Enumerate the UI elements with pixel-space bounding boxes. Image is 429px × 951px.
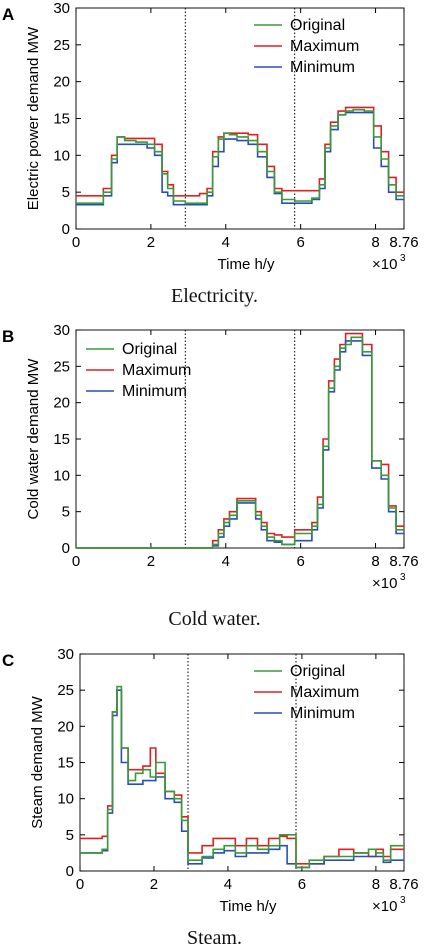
caption-cold-water: Cold water. — [168, 608, 261, 630]
x-tick-label: 0 — [76, 876, 84, 893]
y-tick-label: 25 — [53, 358, 70, 375]
x-tick-label: 4 — [224, 876, 232, 893]
x-tick-label: 8 — [371, 234, 379, 251]
x-axis-multiplier: ×10 — [372, 575, 397, 592]
y-tick-label: 20 — [53, 395, 70, 412]
x-tick-label: 6 — [296, 234, 304, 251]
x-axis-multiplier: ×10 — [372, 898, 397, 915]
y-tick-label: 30 — [53, 0, 70, 17]
y-tick-label: 10 — [53, 147, 70, 164]
chart-cold-water: B 0 5 10 15 20 25 30 0 2 4 6 8 8.76 Original Maximum Min… — [2, 322, 419, 592]
x-axis-multiplier-exponent: 3 — [400, 572, 406, 583]
y-tick-label: 20 — [57, 718, 74, 735]
y-tick-label: 25 — [57, 682, 74, 699]
x-tick-label: 4 — [222, 553, 230, 570]
legend-label-maximum: Maximum — [290, 684, 359, 701]
x-tick-label: 4 — [222, 234, 230, 251]
x-tick-label: 0 — [72, 234, 80, 251]
y-tick-label: 0 — [62, 540, 70, 557]
panel-letter-c: C — [2, 651, 14, 670]
y-tick-label: 5 — [62, 504, 70, 521]
x-tick-label: 8 — [372, 876, 380, 893]
legend-label-original: Original — [290, 17, 345, 34]
series-line-maximum — [76, 106, 404, 197]
legend-label-minimum: Minimum — [122, 383, 187, 400]
x-tick-label: 2 — [150, 876, 158, 893]
y-tick-label: 30 — [53, 322, 70, 339]
chart-steam: C 0 5 10 15 20 25 30 0 2 4 6 8 8.76 Original Maximum Min… — [2, 646, 419, 915]
legend-label-minimum: Minimum — [290, 705, 355, 722]
x-tick-label: 8 — [371, 553, 379, 570]
y-tick-label: 5 — [62, 184, 70, 201]
series-line-original — [76, 336, 404, 549]
panel-electricity: A 0 5 10 15 20 25 30 0 2 4 6 8 8.76 Original Maximum Min… — [0, 0, 429, 320]
y-axis-label: Steam demand MW — [29, 695, 46, 828]
x-tick-label: 8.76 — [389, 876, 418, 893]
y-axis-label: Electric power demand MW — [25, 26, 42, 210]
x-axis-multiplier-exponent: 3 — [400, 895, 406, 906]
y-axis-label: Cold water demand MW — [25, 358, 42, 520]
legend-label-original: Original — [122, 341, 177, 358]
legend-label-original: Original — [290, 663, 345, 680]
panel-letter-b: B — [2, 327, 14, 346]
legend-label-minimum: Minimum — [290, 59, 355, 76]
panel-steam: C 0 5 10 15 20 25 30 0 2 4 6 8 8.76 Original Maximum Min… — [0, 640, 429, 940]
series-line-original — [76, 108, 404, 204]
y-tick-label: 10 — [53, 467, 70, 484]
y-tick-label: 10 — [57, 791, 74, 808]
x-tick-label: 2 — [147, 553, 155, 570]
y-tick-label: 0 — [66, 863, 74, 880]
legend-label-maximum: Maximum — [122, 362, 191, 379]
x-axis-label: Time h/y — [220, 898, 277, 915]
x-axis-multiplier: ×10 — [372, 256, 397, 273]
legend-label-maximum: Maximum — [290, 38, 359, 55]
caption-electricity: Electricity. — [171, 285, 258, 307]
x-tick-label: 6 — [298, 876, 306, 893]
y-tick-label: 15 — [53, 111, 70, 128]
series-line-minimum — [76, 111, 404, 206]
series-line-minimum — [76, 340, 404, 549]
series-line-original — [80, 685, 404, 869]
panel-letter-a: A — [2, 5, 14, 24]
y-tick-label: 25 — [53, 37, 70, 54]
y-tick-label: 0 — [62, 221, 70, 238]
y-tick-label: 20 — [53, 74, 70, 91]
y-tick-label: 5 — [66, 827, 74, 844]
y-tick-label: 30 — [57, 646, 74, 663]
chart-electricity: A 0 5 10 15 20 25 30 0 2 4 6 8 8.76 Original Maximum Min… — [2, 0, 419, 273]
x-tick-label: 6 — [296, 553, 304, 570]
x-axis-multiplier-exponent: 3 — [400, 253, 406, 264]
y-tick-label: 15 — [57, 755, 74, 772]
x-axis-label: Time h/y — [218, 256, 275, 273]
x-tick-label: 2 — [147, 234, 155, 251]
y-tick-label: 15 — [53, 431, 70, 448]
x-tick-label: 8.76 — [389, 234, 418, 251]
x-tick-label: 0 — [72, 553, 80, 570]
panel-cold-water: B 0 5 10 15 20 25 30 0 2 4 6 8 8.76 Original Maximum Min… — [0, 318, 429, 638]
caption-steam: Steam. — [187, 927, 242, 949]
x-tick-label: 8.76 — [389, 553, 418, 570]
